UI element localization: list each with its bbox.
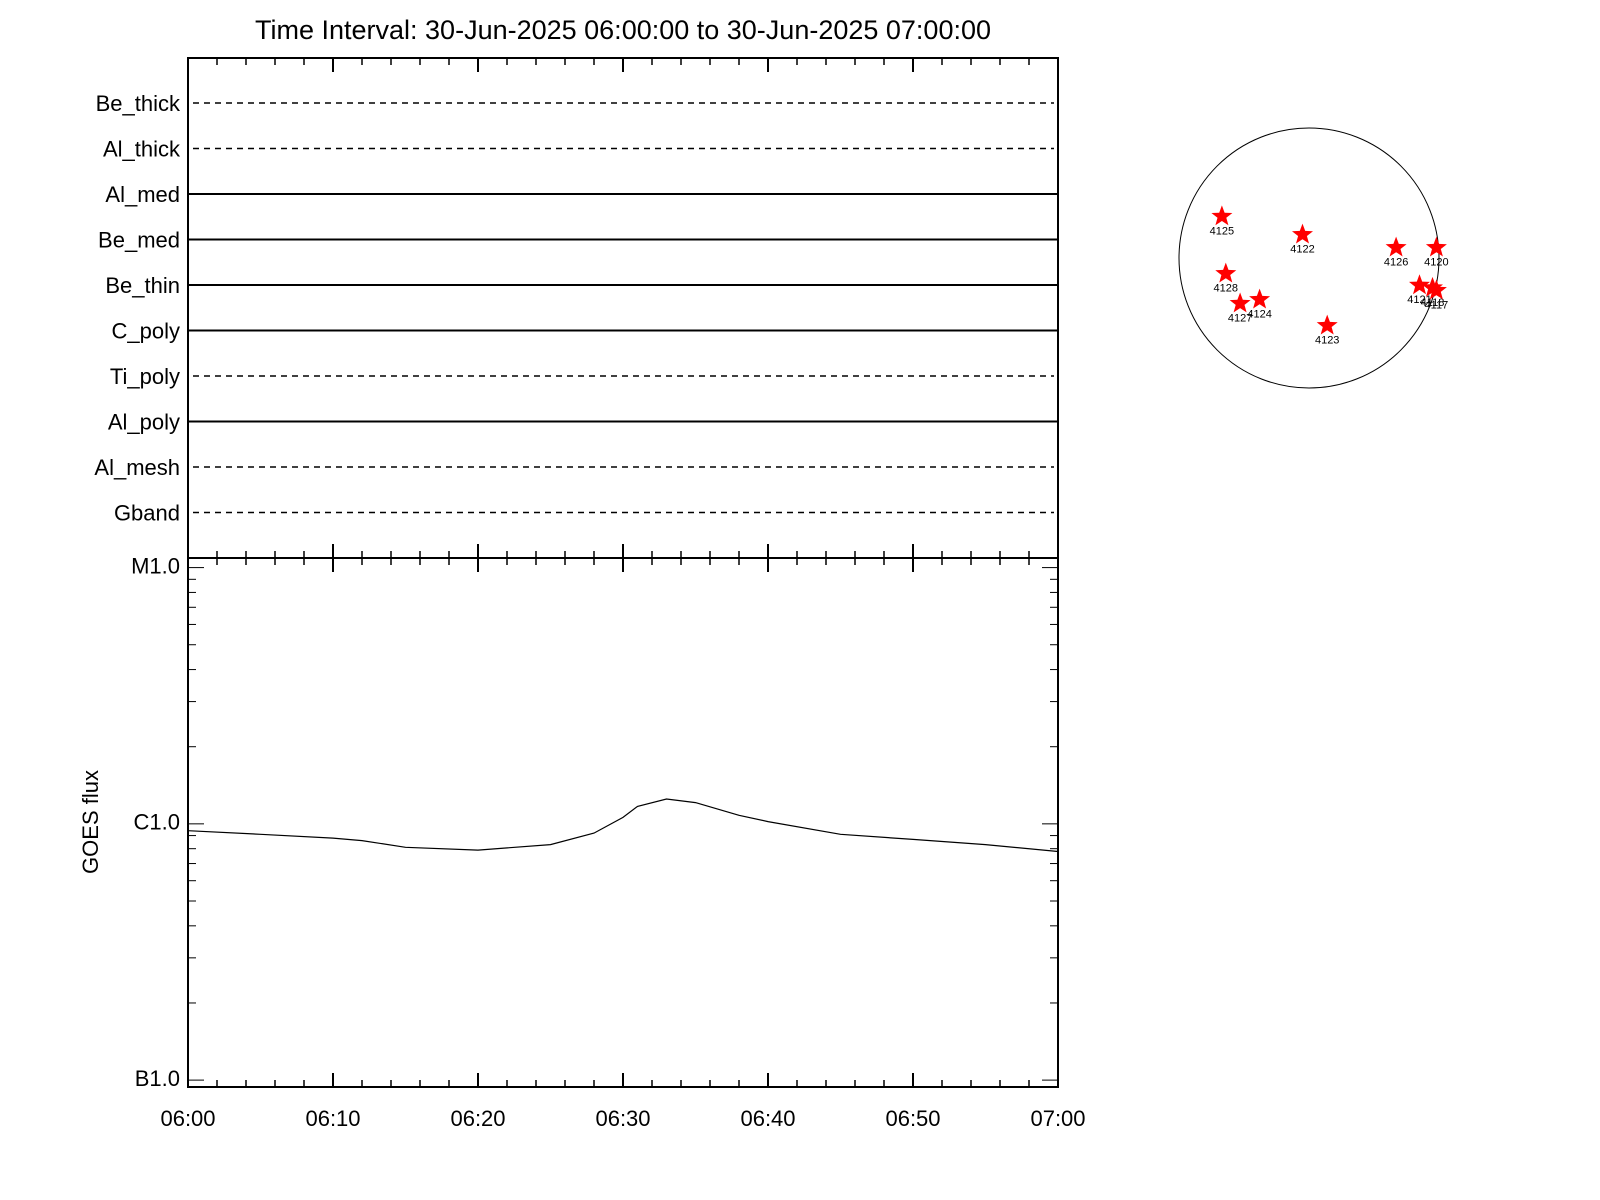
region-label: 4125 bbox=[1210, 225, 1234, 237]
x-tick-label: 06:10 bbox=[305, 1106, 360, 1131]
region-label: 4127 bbox=[1228, 312, 1252, 324]
row-label: Al_poly bbox=[108, 409, 180, 434]
row-label: Al_med bbox=[105, 182, 180, 207]
y-tick-label: M1.0 bbox=[131, 553, 180, 578]
region-marker bbox=[1409, 274, 1430, 295]
region-marker bbox=[1425, 279, 1447, 300]
region-marker bbox=[1249, 288, 1271, 309]
filter-panel bbox=[187, 57, 1059, 559]
x-tick-label: 07:00 bbox=[1030, 1106, 1085, 1131]
flux-panel bbox=[187, 557, 1059, 1088]
row-label: Al_thick bbox=[103, 136, 181, 161]
x-tick-label: 06:30 bbox=[595, 1106, 650, 1131]
chart-title: Time Interval: 30-Jun-2025 06:00:00 to 3… bbox=[255, 15, 991, 45]
region-marker bbox=[1211, 205, 1233, 226]
x-tick-label: 06:20 bbox=[450, 1106, 505, 1131]
region-label: 4121 bbox=[1407, 294, 1431, 306]
flux-line bbox=[187, 798, 1059, 853]
x-tick-label: 06:50 bbox=[885, 1106, 940, 1131]
y-tick-label: B1.0 bbox=[135, 1066, 180, 1091]
row-label: C_poly bbox=[112, 318, 180, 343]
region-label: 4123 bbox=[1315, 335, 1339, 347]
region-label: 4128 bbox=[1214, 283, 1238, 295]
x-tick-label: 06:40 bbox=[740, 1106, 795, 1131]
row-label: Ti_poly bbox=[110, 364, 180, 389]
row-label: Be_thick bbox=[96, 91, 181, 116]
region-marker bbox=[1229, 292, 1251, 313]
region-label: 4122 bbox=[1290, 244, 1314, 256]
region-label: 4120 bbox=[1424, 257, 1448, 269]
solar-disk bbox=[1178, 127, 1440, 389]
row-label: Al_mesh bbox=[94, 455, 180, 480]
row-label: Be_med bbox=[98, 227, 180, 252]
region-label: 4118 bbox=[1421, 297, 1445, 309]
region-label: 4126 bbox=[1384, 257, 1408, 269]
y-axis-label: GOES flux bbox=[78, 770, 103, 874]
row-label: Be_thin bbox=[105, 273, 180, 298]
region-marker bbox=[1292, 223, 1313, 244]
region-marker bbox=[1425, 236, 1447, 257]
region-label: 4124 bbox=[1247, 309, 1271, 321]
y-tick-label: C1.0 bbox=[134, 810, 180, 835]
region-marker bbox=[1215, 262, 1237, 283]
region-marker bbox=[1316, 314, 1338, 335]
x-tick-label: 06:00 bbox=[160, 1106, 215, 1131]
row-label: Gband bbox=[114, 500, 180, 525]
region-marker bbox=[1385, 236, 1407, 257]
region-label: 4117 bbox=[1425, 299, 1449, 311]
